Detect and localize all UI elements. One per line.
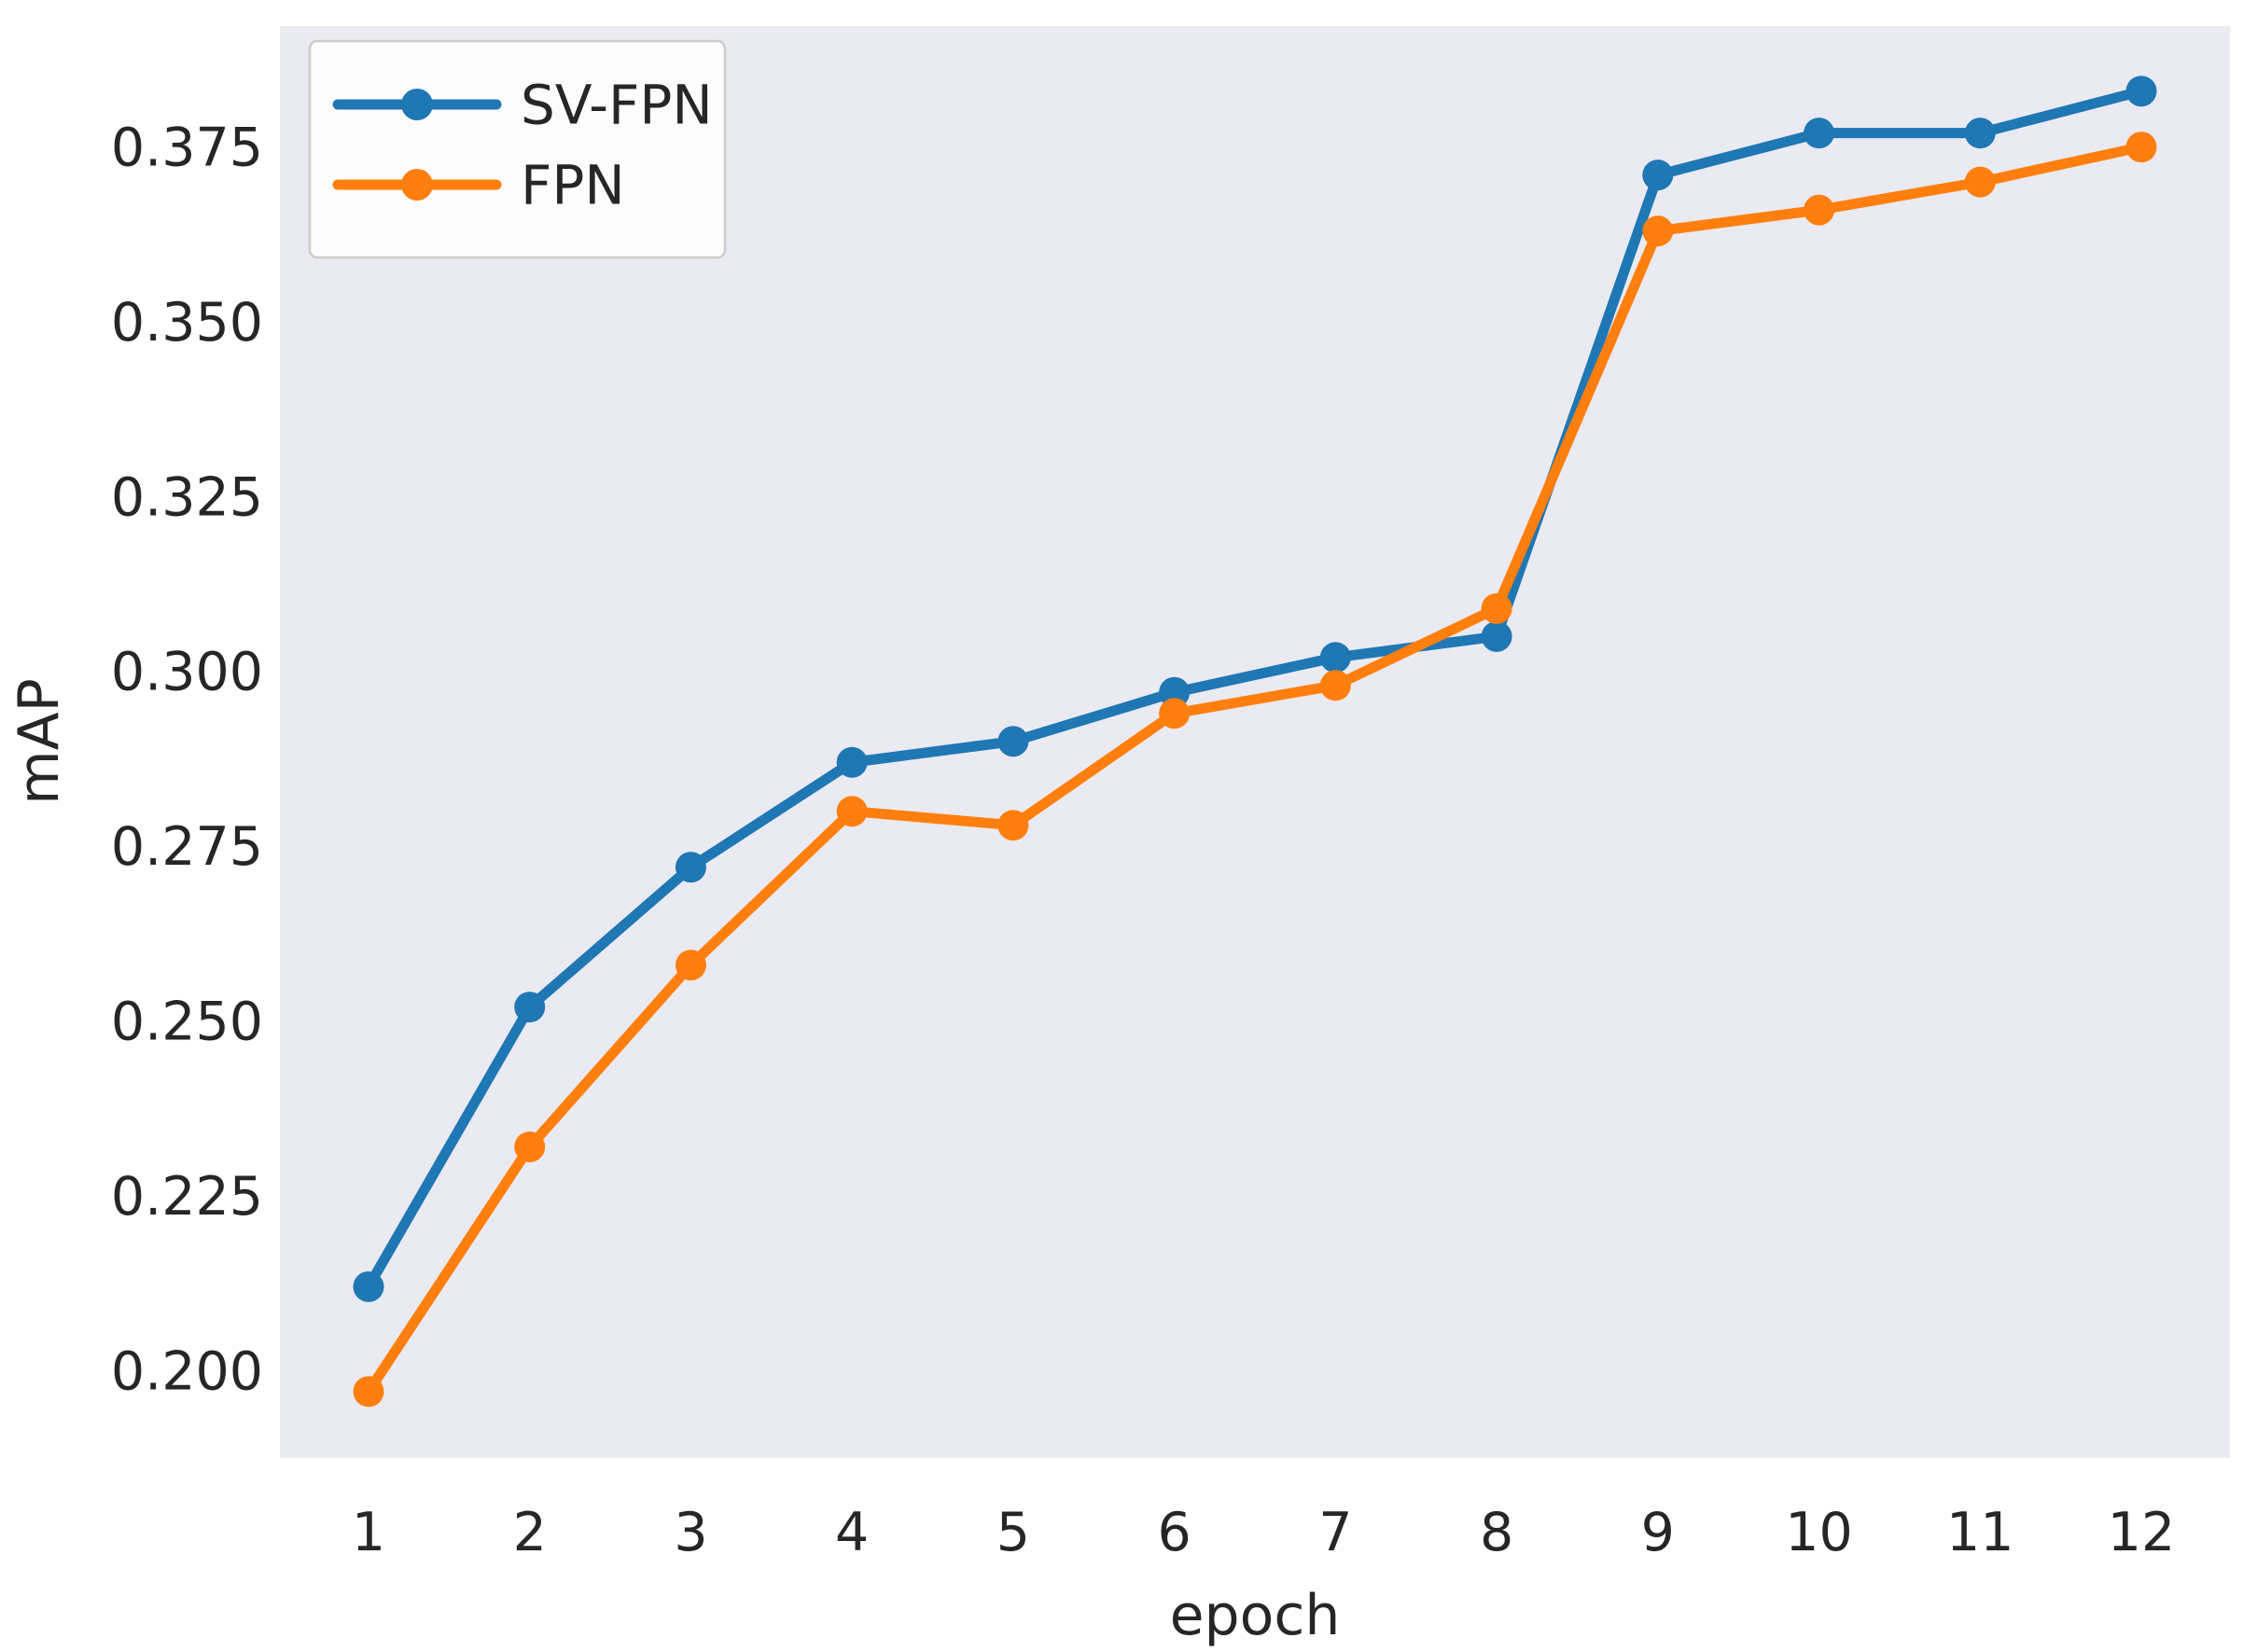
x-tick-label: 1 — [352, 1502, 385, 1563]
data-point-sv-fpn-epoch-11 — [1964, 118, 1996, 149]
data-point-fpn-epoch-4 — [836, 796, 868, 827]
x-tick-label: 5 — [996, 1502, 1030, 1563]
x-tick-label: 3 — [674, 1502, 707, 1563]
y-tick-label: 0.250 — [111, 992, 263, 1053]
series-line-sv-fpn — [363, 86, 2147, 1292]
x-axis-label: epoch — [1170, 1583, 1341, 1648]
x-tick-label: 7 — [1318, 1502, 1352, 1563]
x-tick-label: 12 — [2108, 1502, 2176, 1563]
legend-label-sv-fpn: SV-FPN — [521, 73, 713, 136]
data-point-fpn-epoch-11 — [1964, 166, 1996, 198]
data-point-fpn-epoch-1 — [353, 1376, 384, 1408]
y-axis-tick-labels: 0.200 0.225 0.250 0.275 0.300 0.325 0.350 0.375 — [111, 118, 263, 1403]
y-tick-label: 0.275 — [111, 816, 263, 878]
x-tick-label: 11 — [1946, 1502, 2014, 1563]
data-point-sv-fpn-epoch-3 — [675, 852, 706, 883]
data-point-fpn-epoch-10 — [1804, 194, 1835, 226]
data-point-sv-fpn-epoch-2 — [514, 992, 546, 1023]
data-point-sv-fpn-epoch-10 — [1804, 118, 1835, 149]
x-tick-label: 6 — [1158, 1502, 1191, 1563]
data-point-sv-fpn-epoch-9 — [1642, 160, 1674, 191]
y-tick-label: 0.350 — [111, 292, 263, 354]
legend: SV-FPN FPN — [308, 39, 727, 259]
data-point-sv-fpn-epoch-12 — [2125, 76, 2157, 107]
y-tick-label: 0.375 — [111, 118, 263, 179]
data-point-sv-fpn-epoch-8 — [1481, 620, 1512, 652]
data-point-fpn-epoch-3 — [675, 950, 706, 981]
data-point-fpn-epoch-8 — [1481, 592, 1512, 624]
x-tick-label: 2 — [513, 1502, 547, 1563]
legend-marker-fpn — [401, 169, 433, 201]
plot-area — [280, 26, 2230, 1458]
data-point-sv-fpn-epoch-5 — [997, 726, 1029, 757]
data-series — [353, 76, 2157, 1408]
y-tick-label: 0.300 — [111, 642, 263, 703]
x-axis-tick-labels: 1 2 3 4 5 6 7 8 9 10 11 12 — [352, 1502, 2175, 1563]
data-point-fpn-epoch-7 — [1319, 670, 1351, 701]
legend-label-fpn: FPN — [521, 153, 625, 216]
x-tick-label: 4 — [835, 1502, 869, 1563]
data-point-sv-fpn-epoch-1 — [353, 1270, 384, 1302]
data-point-fpn-epoch-6 — [1159, 698, 1191, 729]
data-point-fpn-epoch-9 — [1642, 215, 1674, 247]
data-point-sv-fpn-epoch-7 — [1319, 642, 1351, 673]
legend-marker-sv-fpn — [401, 89, 433, 120]
y-axis-label: mAP — [7, 678, 72, 805]
x-tick-label: 9 — [1641, 1502, 1675, 1563]
x-tick-label: 10 — [1785, 1502, 1853, 1563]
data-point-fpn-epoch-2 — [514, 1131, 546, 1162]
data-point-fpn-epoch-5 — [997, 810, 1029, 841]
x-tick-label: 8 — [1480, 1502, 1513, 1563]
y-tick-label: 0.325 — [111, 466, 263, 528]
y-tick-label: 0.225 — [111, 1166, 263, 1228]
y-tick-label: 0.200 — [111, 1340, 263, 1402]
series-line-fpn — [363, 142, 2147, 1397]
data-point-sv-fpn-epoch-4 — [836, 746, 868, 778]
data-point-fpn-epoch-12 — [2125, 132, 2157, 163]
